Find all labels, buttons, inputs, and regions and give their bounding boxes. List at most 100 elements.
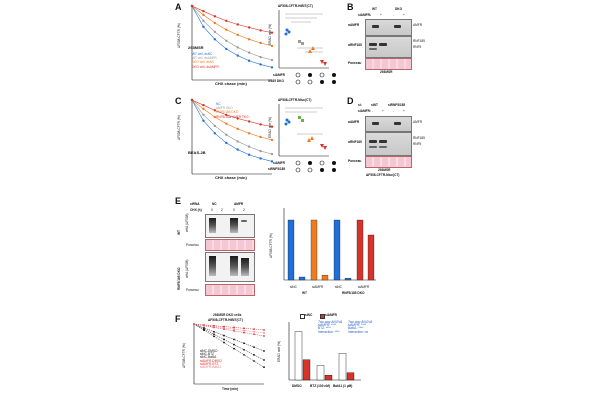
panel-d-blot-amfr — [365, 116, 412, 132]
group-label: siAMFR — [312, 285, 324, 289]
data-point — [202, 9, 205, 13]
data-point — [203, 326, 205, 329]
data-point — [202, 19, 205, 22]
stats-line: siAMFR: **** — [318, 323, 337, 328]
bar — [316, 365, 325, 381]
panel-e-ponceau-dko — [205, 284, 255, 296]
panel-f-bar-ylabel: ERAD rate (%) — [277, 340, 281, 362]
series-line — [193, 323, 265, 368]
data-point — [263, 335, 265, 337]
panel-e-ponceau-wt — [205, 239, 255, 251]
bar — [333, 219, 341, 281]
panel-d-si1: siNT — [371, 103, 378, 107]
group-label: siNC — [335, 285, 342, 289]
data-point — [243, 342, 245, 345]
data-point — [225, 141, 228, 145]
legend-entry: RNF5/185/ AMFR TKO — [216, 114, 249, 119]
data-point — [243, 353, 245, 356]
panel-d-row-rnf185: αRNF185 — [348, 140, 362, 144]
panel-a-legend: WT cell, dsNC WT cell, dsAMFR DKO cell, … — [192, 52, 219, 69]
panel-e-blot-dko — [205, 252, 255, 282]
data-point — [233, 326, 235, 329]
data-point — [270, 58, 274, 62]
data-point — [263, 332, 265, 334]
data-point — [223, 326, 225, 329]
panel-e-row-ha-dko: αHA (ΔF508) — [185, 259, 189, 279]
panel-e-group-dko: RNF5/185 DKO — [342, 291, 365, 295]
data-point — [225, 39, 228, 42]
data-point — [243, 327, 245, 330]
panel-a-row2: 5/185 DKO — [268, 79, 284, 83]
panel-c-row1: siAMFR — [273, 161, 285, 165]
lane-mark: + — [380, 13, 382, 17]
legend-entry: siNC-BTZ — [200, 352, 214, 357]
panel-e-group-wt: WT — [302, 291, 307, 295]
bar — [321, 275, 329, 281]
group-label: siAMFR — [358, 285, 370, 289]
data-point — [259, 41, 262, 45]
stats-line: BafA1: **** — [348, 326, 364, 331]
panel-e-nc: NC — [212, 202, 217, 206]
data-point — [202, 107, 205, 111]
legend-entry: RNF5/185 DKO — [216, 110, 239, 115]
panel-d-right-rnf185: RNF185 — [413, 136, 425, 140]
panel-e-amfr: AMFR — [234, 202, 244, 206]
panel-c-row2: siRNF5/185 — [268, 167, 286, 171]
data-point — [213, 15, 217, 18]
panel-b-row-rnf185: αRNF185 — [348, 43, 362, 47]
panel-c-condition-circles — [295, 160, 336, 173]
data-point — [213, 325, 215, 328]
legend-entry: siAMFR-BafA1 — [200, 365, 222, 370]
bar — [356, 219, 364, 281]
group-label: siNC — [290, 285, 297, 289]
bar — [298, 276, 306, 281]
panel-e-row-ponceau-dko: Ponceau — [186, 288, 199, 292]
panel-f-xlabel: Time (min) — [222, 387, 239, 391]
data-point — [270, 138, 274, 142]
series-line — [191, 5, 273, 61]
bar — [294, 331, 303, 381]
panel-b-dko: DKO — [395, 7, 403, 11]
panel-a-cell-label: 293MSR — [188, 45, 204, 50]
series-line — [191, 99, 273, 162]
data-point — [236, 33, 239, 37]
data-point — [233, 328, 235, 331]
series-line — [191, 99, 273, 155]
data-point — [213, 132, 217, 135]
legend-entry: siAMFR-DMSO — [200, 358, 222, 363]
data-point — [253, 330, 255, 333]
bar — [346, 372, 355, 381]
panel-b-right-rnf5: RNF5 — [413, 45, 422, 49]
data-point — [223, 341, 225, 344]
stats-line: siAMFR: **** — [348, 323, 367, 328]
legend-label: siNC — [305, 313, 313, 317]
panel-e-bar-chart — [283, 208, 376, 281]
data-point — [253, 353, 255, 356]
data-point — [236, 127, 239, 131]
panel-label-c: C — [175, 96, 182, 106]
panel-c-line-chart — [190, 98, 274, 175]
legend-entry: WT cell, dsNC — [192, 52, 213, 56]
legend-entry: DKO cell, dsNC — [192, 60, 215, 65]
series-line — [191, 5, 273, 33]
data-point — [236, 117, 239, 120]
data-point — [225, 113, 228, 116]
panel-label-e: E — [175, 196, 182, 206]
legend-entry: WT cell, dsAMFR — [192, 56, 217, 61]
data-point — [247, 120, 251, 123]
stats-line: BTZ: **** — [318, 326, 331, 331]
panel-e-row-ponceau-wt: Ponceau — [186, 243, 199, 247]
data-point — [223, 338, 225, 341]
panel-d-blot-rnf185 — [365, 132, 412, 156]
panel-c-dot-title: ΔF508-CFTR-Nluc(CT) — [278, 98, 312, 102]
panel-c-legend: NC AMFR SKO RNF5/185 DKO RNF5/185/ AMFR … — [216, 102, 249, 119]
legend-entry: DKO cell, dsAMFR — [192, 64, 219, 69]
panel-e-wt: WT — [177, 230, 181, 235]
panel-b-wt: WT — [372, 7, 377, 11]
series-line — [191, 5, 273, 68]
cat-label: BTZ (100 nM) — [310, 384, 331, 388]
legend-swatch-siamfr — [320, 314, 325, 319]
data-point — [247, 38, 251, 41]
data-point — [233, 329, 235, 332]
data-point — [259, 135, 262, 139]
